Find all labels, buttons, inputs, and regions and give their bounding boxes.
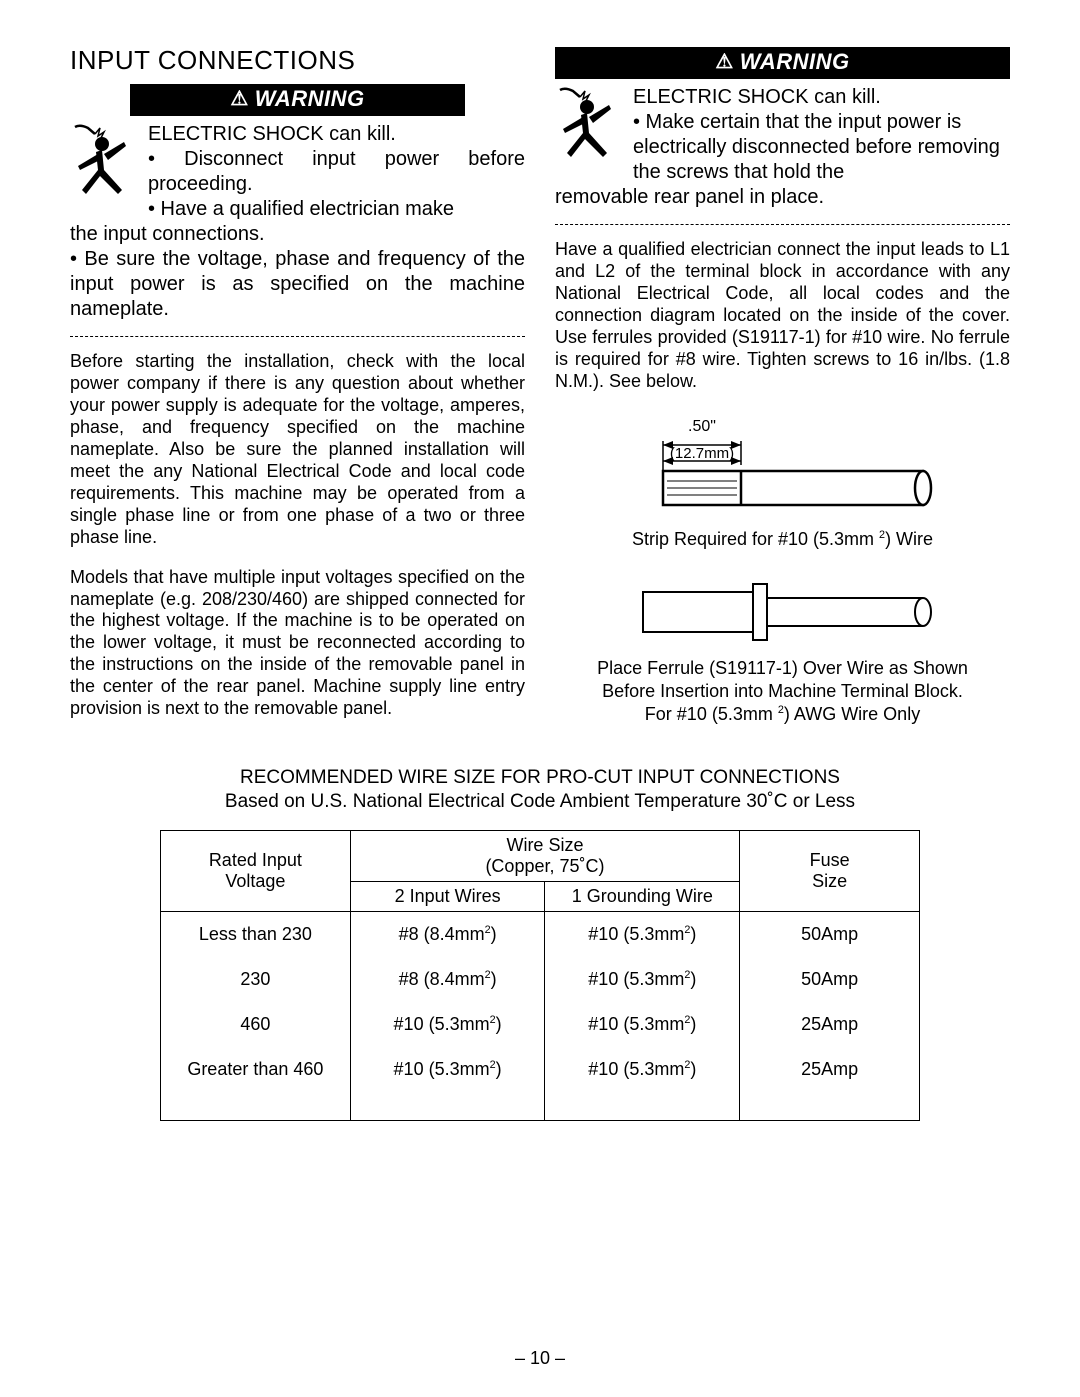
th-wire-size: Wire Size(Copper, 75˚C): [350, 830, 740, 881]
ferrule-diagram: [623, 572, 943, 652]
warning-triangle-icon: [715, 51, 733, 73]
table-row: 460 #10 (5.3mm2) #10 (5.3mm2) 25Amp: [161, 1002, 920, 1047]
wire-strip-diagram: .50" (12.7mm): [623, 413, 943, 523]
warning-content-right: ELECTRIC SHOCK can kill. • Make certain …: [555, 85, 1010, 185]
bullet-1: • Disconnect input power before proceedi…: [148, 147, 525, 197]
electric-shock-icon: [555, 85, 623, 165]
bullet-2-partial: • Have a qualified electrician make: [148, 197, 525, 222]
shock-heading-right: ELECTRIC SHOCK can kill.: [633, 85, 1010, 110]
table-row: Greater than 460 #10 (5.3mm2) #10 (5.3mm…: [161, 1047, 920, 1121]
warning-bar-right: WARNING: [555, 47, 1010, 79]
ferrule-caption-3: For #10 (5.3mm 2) AWG Wire Only: [555, 704, 1010, 725]
warning-text-right: ELECTRIC SHOCK can kill. • Make certain …: [633, 85, 1010, 185]
table-title-1: RECOMMENDED WIRE SIZE FOR PRO-CUT INPUT …: [70, 766, 1010, 790]
right-bullet-partial: • Make certain that the input power is e…: [633, 110, 1010, 185]
ferrule-caption-1: Place Ferrule (S19117-1) Over Wire as Sh…: [555, 658, 1010, 679]
strip-dim-mm: (12.7mm): [669, 445, 733, 462]
warning-triangle-icon: [230, 88, 248, 110]
left-para-2: Models that have multiple input voltages…: [70, 567, 525, 721]
warning-bar-left: WARNING: [130, 84, 465, 116]
strip-dim-in: .50": [688, 418, 716, 435]
warning-label: WARNING: [255, 86, 365, 111]
electric-shock-icon: [70, 122, 138, 202]
th-input-wires: 2 Input Wires: [350, 881, 545, 911]
wire-size-table: Rated InputVoltage Wire Size(Copper, 75˚…: [160, 830, 920, 1121]
shock-heading: ELECTRIC SHOCK can kill.: [148, 122, 525, 147]
table-body: Less than 230 #8 (8.4mm2) #10 (5.3mm2) 5…: [161, 911, 920, 1120]
right-bullet-cont: removable rear panel in place.: [555, 185, 1010, 210]
warning-label: WARNING: [740, 49, 850, 74]
section-title: INPUT CONNECTIONS: [70, 45, 525, 76]
right-column: WARNING ELECTRIC SHOCK can kill. • Make …: [555, 45, 1010, 738]
left-column: INPUT CONNECTIONS WARNING ELECTRIC SHOCK…: [70, 45, 525, 738]
divider-left: [70, 336, 525, 337]
strip-caption: Strip Required for #10 (5.3mm 2) Wire: [555, 529, 1010, 550]
th-fuse-size: FuseSize: [740, 830, 920, 911]
page-number: – 10 –: [0, 1348, 1080, 1369]
table-title-2: Based on U.S. National Electrical Code A…: [70, 790, 1010, 814]
warning-content-left: ELECTRIC SHOCK can kill. • Disconnect in…: [70, 122, 525, 222]
right-para: Have a qualified electrician connect the…: [555, 239, 1010, 393]
th-rated-voltage: Rated InputVoltage: [161, 830, 351, 911]
wire-size-table-section: RECOMMENDED WIRE SIZE FOR PRO-CUT INPUT …: [70, 766, 1010, 1121]
ferrule-caption-2: Before Insertion into Machine Terminal B…: [555, 681, 1010, 702]
bullet-3: • Be sure the voltage, phase and frequen…: [70, 247, 525, 322]
bullet-2-cont: the input connections.: [70, 222, 525, 247]
th-grounding-wire: 1 Grounding Wire: [545, 881, 740, 911]
warning-text-left: ELECTRIC SHOCK can kill. • Disconnect in…: [148, 122, 525, 222]
table-row: 230 #8 (8.4mm2) #10 (5.3mm2) 50Amp: [161, 957, 920, 1002]
divider-right: [555, 224, 1010, 225]
left-para-1: Before starting the installation, check …: [70, 351, 525, 549]
two-column-layout: INPUT CONNECTIONS WARNING ELECTRIC SHOCK…: [70, 45, 1010, 738]
table-row: Less than 230 #8 (8.4mm2) #10 (5.3mm2) 5…: [161, 911, 920, 957]
